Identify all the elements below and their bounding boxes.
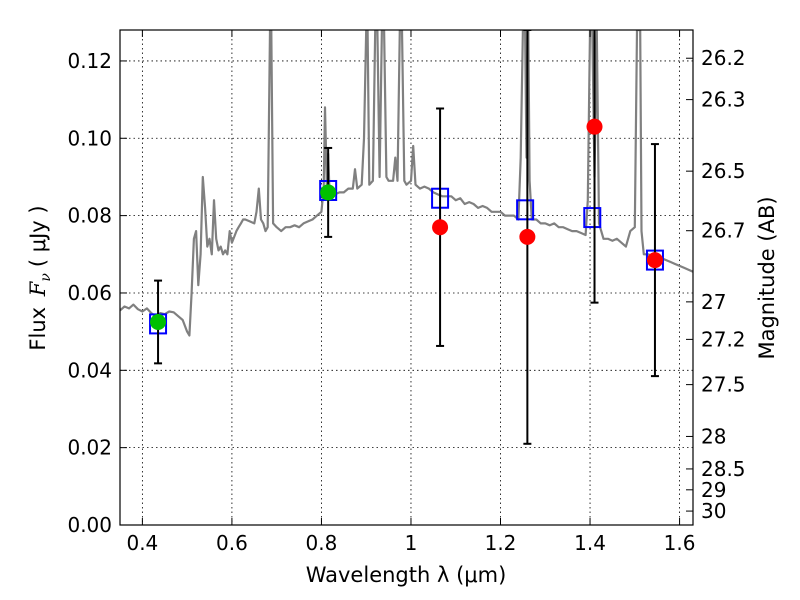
x-axis-label-text: Wavelength λ (μm)	[306, 563, 507, 587]
mag-tick-label: 28	[701, 424, 726, 448]
mag-tick-label: 30	[701, 499, 726, 523]
y-tick-label: 0.02	[67, 436, 112, 460]
right-axis-label: Magnitude (AB)	[755, 196, 779, 359]
spectrum-layer	[120, 30, 693, 337]
x-tick-label: 1	[405, 531, 418, 555]
mag-tick-label: 26.7	[701, 219, 746, 243]
y-axis-label-suffix: ( μJy )	[26, 205, 50, 267]
grid-layer	[120, 30, 693, 526]
photometry-point	[646, 252, 663, 269]
y-axis-label-symbol: F	[26, 280, 50, 297]
y-tick-label: 0.08	[67, 204, 112, 228]
x-tick-label: 1.2	[485, 531, 517, 555]
model-square-marker	[516, 199, 535, 221]
spectrum-line	[120, 30, 693, 337]
marker-layer	[149, 30, 664, 445]
mag-tick-label: 26.3	[701, 88, 746, 112]
y-axis-label: Flux Fν ( μJy )	[26, 205, 54, 350]
mag-tick-label: 27.2	[701, 327, 746, 351]
x-tick-label: 0.6	[216, 531, 248, 555]
plot-area	[120, 30, 693, 445]
mag-tick-label: 26.2	[701, 46, 746, 70]
y-axis-label-subscript: ν	[38, 273, 54, 282]
mag-tick-label: 27.5	[701, 373, 746, 397]
model-square-marker	[583, 207, 602, 229]
photometry-point	[432, 219, 449, 236]
y-tick-label: 0.12	[67, 49, 112, 73]
x-tick-label: 0.8	[306, 531, 338, 555]
photometry-point	[320, 184, 337, 201]
photometry-point	[519, 228, 536, 245]
x-tick-label: 1.4	[574, 531, 606, 555]
mag-tick-label: 27	[701, 290, 726, 314]
y-tick-label: 0.06	[67, 281, 112, 305]
y-tick-label: 0.04	[67, 358, 112, 382]
photometry-point	[150, 313, 167, 330]
x-axis-label: Wavelength λ (μm)	[306, 563, 507, 587]
mag-tick-label: 28.5	[701, 457, 746, 481]
mag-tick-label: 29	[701, 478, 726, 502]
mag-tick-label: 26.5	[701, 159, 746, 183]
y-tick-label: 0.10	[67, 126, 112, 150]
plot-frame	[119, 29, 694, 526]
y-axis-label-prefix: Flux	[26, 300, 50, 350]
tick-layer: 0.4 0.6 0.8 1 1.2 1.4 1.6 0.00 0.02 0.04 0.06 0.08 0…	[67, 30, 746, 555]
photometry-point	[586, 118, 603, 135]
x-tick-label: 1.6	[664, 531, 696, 555]
y-tick-label: 0.00	[67, 513, 112, 537]
x-tick-label: 0.4	[126, 531, 158, 555]
